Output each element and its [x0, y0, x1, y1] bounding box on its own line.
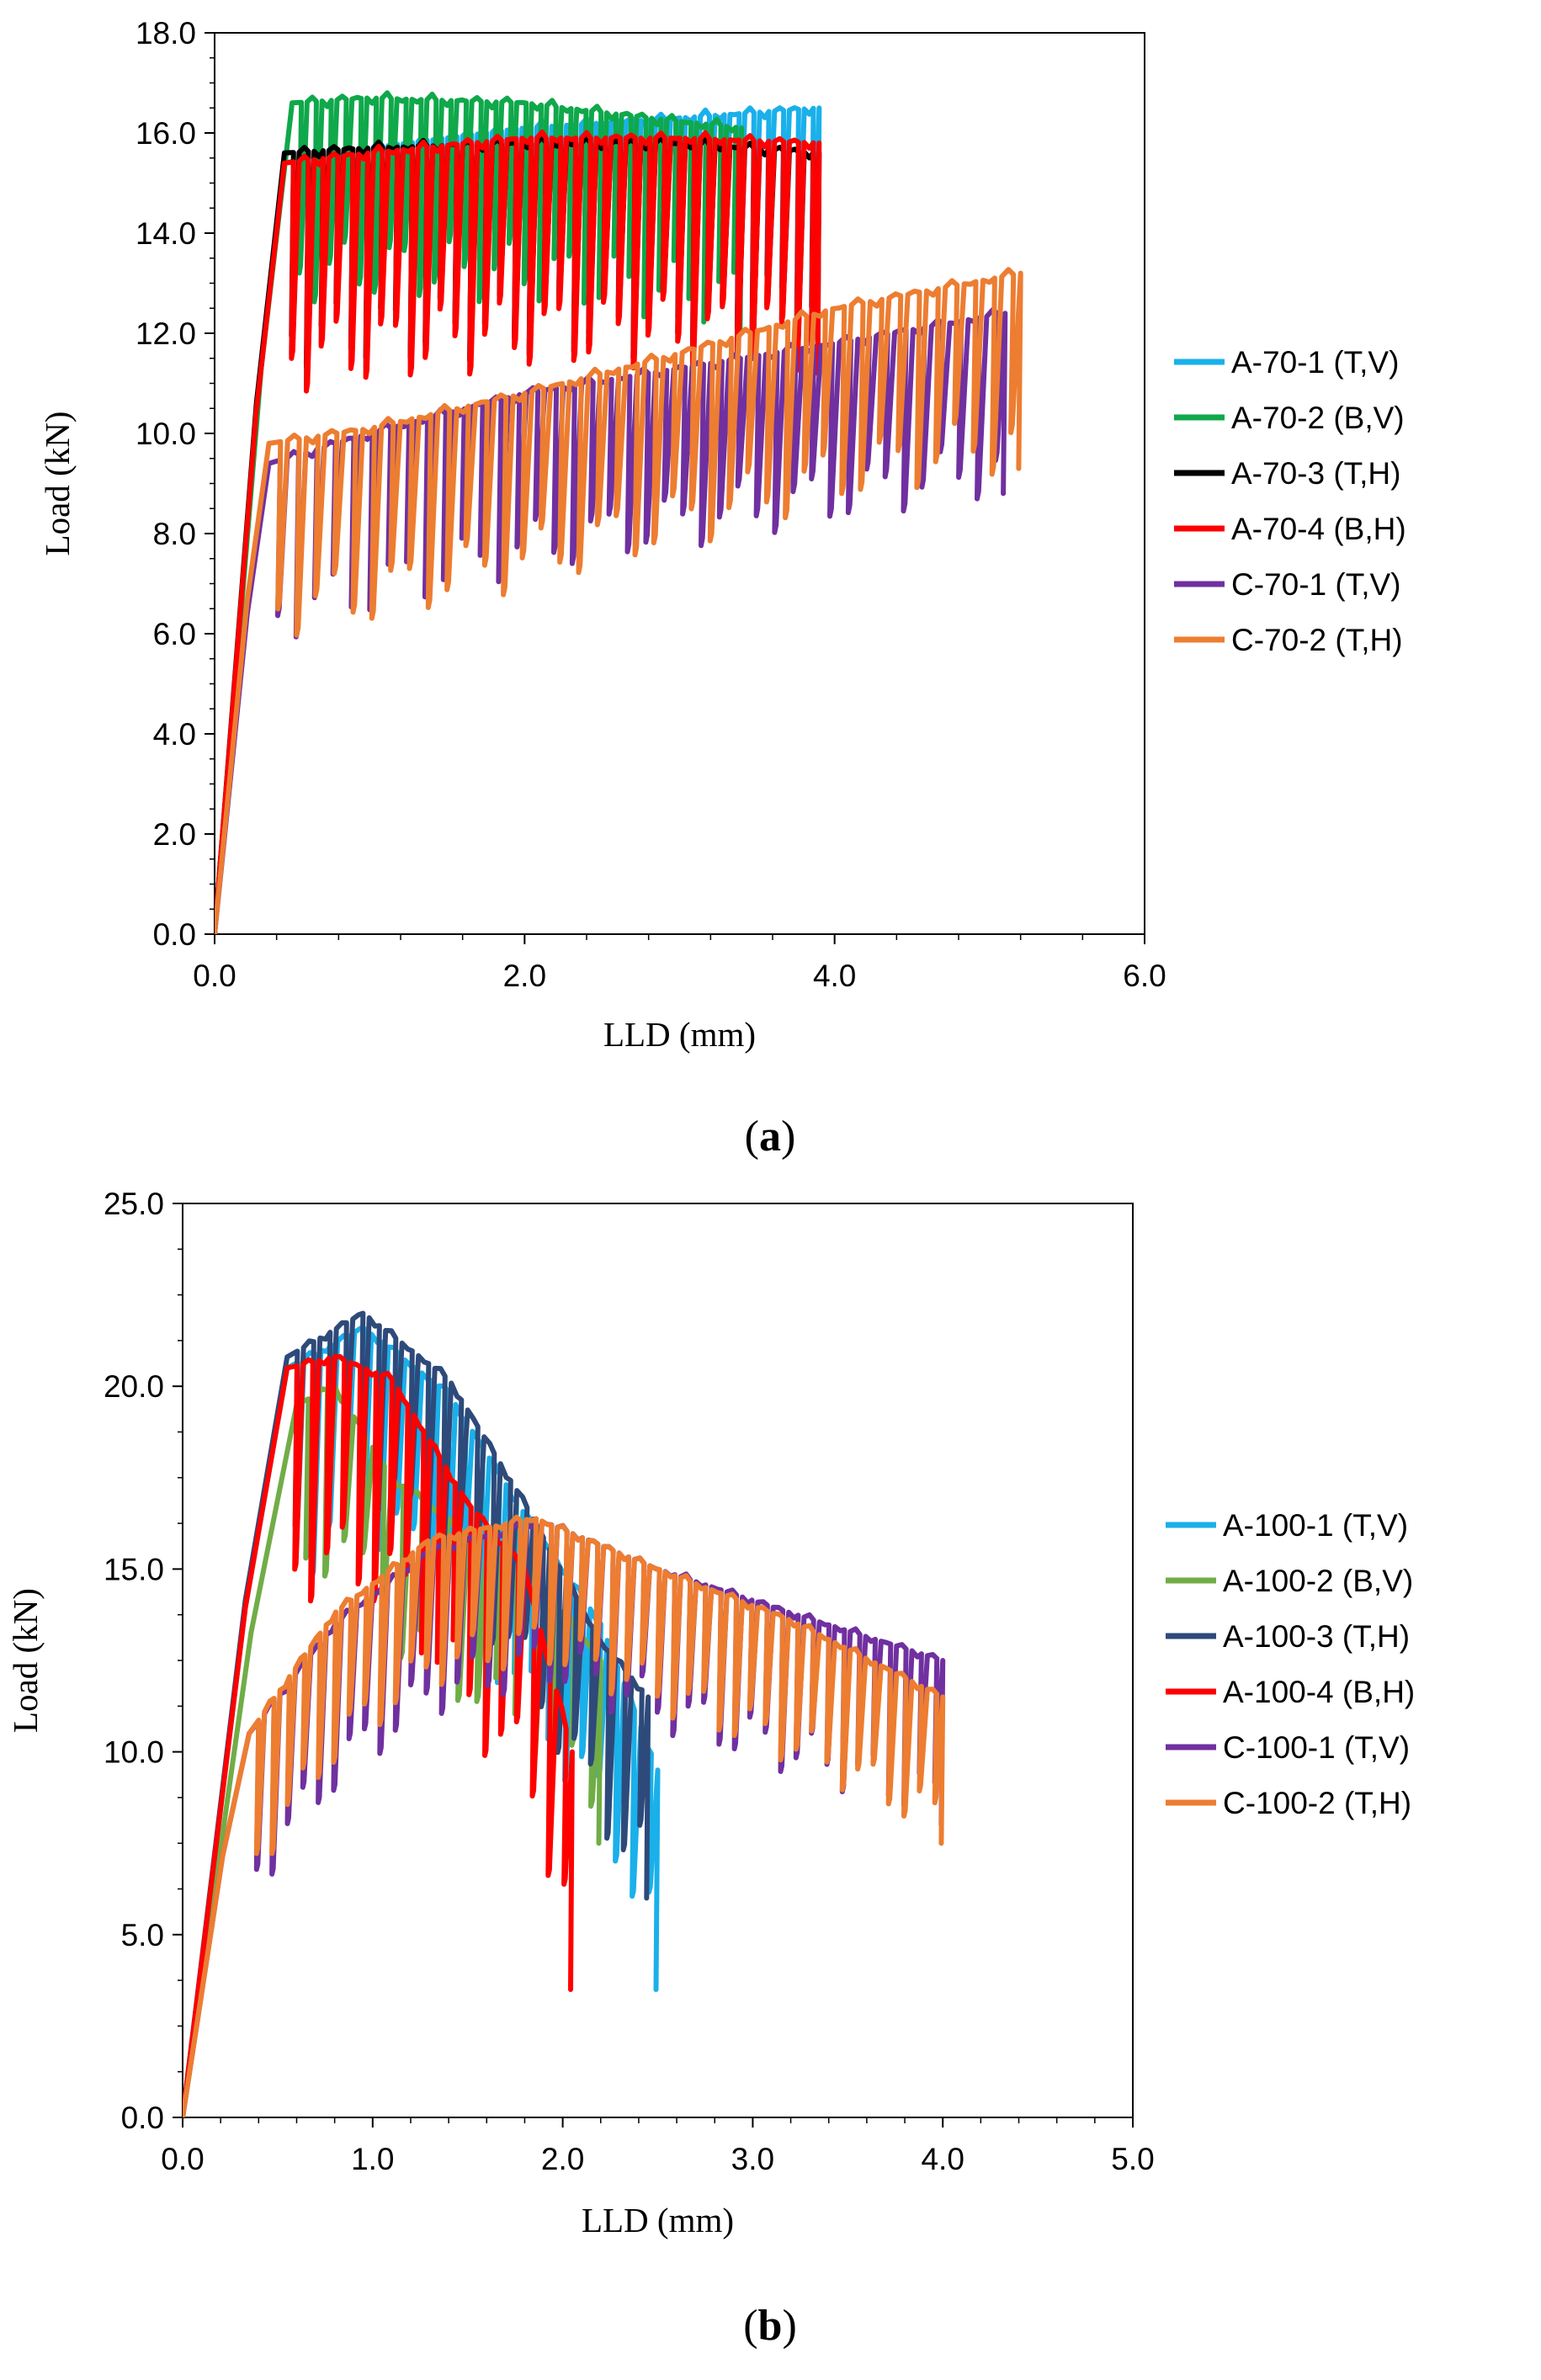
legend-label: C-100-2 (T,H): [1223, 1786, 1411, 1820]
series-group: [215, 90, 1023, 934]
x-tick-label: 2.0: [503, 959, 546, 993]
x-tick-label: 4.0: [921, 2142, 964, 2176]
series-line-a-70-4: [215, 129, 822, 934]
legend-label: A-70-1 (T,V): [1231, 345, 1399, 380]
y-tick-label: 2.0: [153, 817, 196, 852]
legend-label: C-70-1 (T,V): [1231, 567, 1400, 602]
y-tick-label: 6.0: [153, 617, 196, 651]
y-tick-label: 15.0: [104, 1552, 164, 1586]
x-axis-title: LLD (mm): [603, 1015, 756, 1054]
x-tick-label: 2.0: [541, 2142, 584, 2176]
legend-label: A-70-4 (B,H): [1231, 512, 1406, 546]
y-tick-label: 25.0: [104, 1187, 164, 1221]
x-axis-title: LLD (mm): [582, 2201, 734, 2239]
y-tick-label: 16.0: [136, 116, 196, 151]
legend-label: C-70-2 (T,H): [1231, 623, 1403, 657]
y-tick-label: 20.0: [104, 1369, 164, 1404]
y-tick-label: 0.0: [153, 917, 196, 952]
chart-panel-b: 0.0 5.0 10.0 15.0 20.0 25.0 0.0 1.0 2.0 3.0 4.0 5.0…: [6, 1187, 1415, 2350]
legend-label: A-100-1 (T,V): [1223, 1508, 1408, 1543]
y-tick-label: 10.0: [136, 417, 196, 451]
y-tick-label: 8.0: [153, 517, 196, 551]
y-axis-title: Load (kN): [38, 412, 77, 556]
legend-label: A-100-3 (T,H): [1223, 1619, 1410, 1654]
y-tick-label: 14.0: [136, 216, 196, 251]
y-tick-label: 0.0: [121, 2101, 164, 2135]
y-axis-title: Load (kN): [6, 1588, 45, 1733]
x-tick-label: 1.0: [351, 2142, 394, 2176]
y-tick-label: 10.0: [104, 1735, 164, 1770]
legend-label: C-100-1 (T,V): [1223, 1730, 1410, 1765]
x-tick-label: 0.0: [193, 959, 236, 993]
y-tick-label: 5.0: [121, 1918, 164, 1952]
legend-label: A-70-3 (T,H): [1231, 456, 1400, 491]
x-tick-label: 3.0: [731, 2142, 774, 2176]
y-tick-label: 4.0: [153, 717, 196, 752]
series-line-a-100-3: [183, 1310, 651, 2117]
x-tick-label: 5.0: [1111, 2142, 1154, 2176]
panel-label: (a): [745, 1113, 796, 1161]
x-tick-label: 4.0: [813, 959, 856, 993]
x-tick-label: 0.0: [161, 2142, 204, 2176]
chart-panel-a: 0.0 2.0 4.0 6.0 8.0 10.0 12.0 14.0 16.0 18.0 0.0 2.…: [38, 16, 1406, 1161]
series-line-c-70-2: [215, 267, 1023, 934]
series-line-a-70-2: [215, 90, 745, 934]
panel-label: (b): [743, 2302, 797, 2350]
series-line-c-100-2: [183, 1514, 946, 2117]
x-tick-label: 6.0: [1123, 959, 1166, 993]
y-tick-label: 12.0: [136, 316, 196, 351]
legend-label: A-70-2 (B,V): [1231, 401, 1405, 435]
legend-label: A-100-4 (B,H): [1223, 1675, 1415, 1709]
legend-label: A-100-2 (B,V): [1223, 1564, 1413, 1598]
series-group: [183, 1310, 946, 2117]
y-tick-label: 18.0: [136, 16, 196, 50]
